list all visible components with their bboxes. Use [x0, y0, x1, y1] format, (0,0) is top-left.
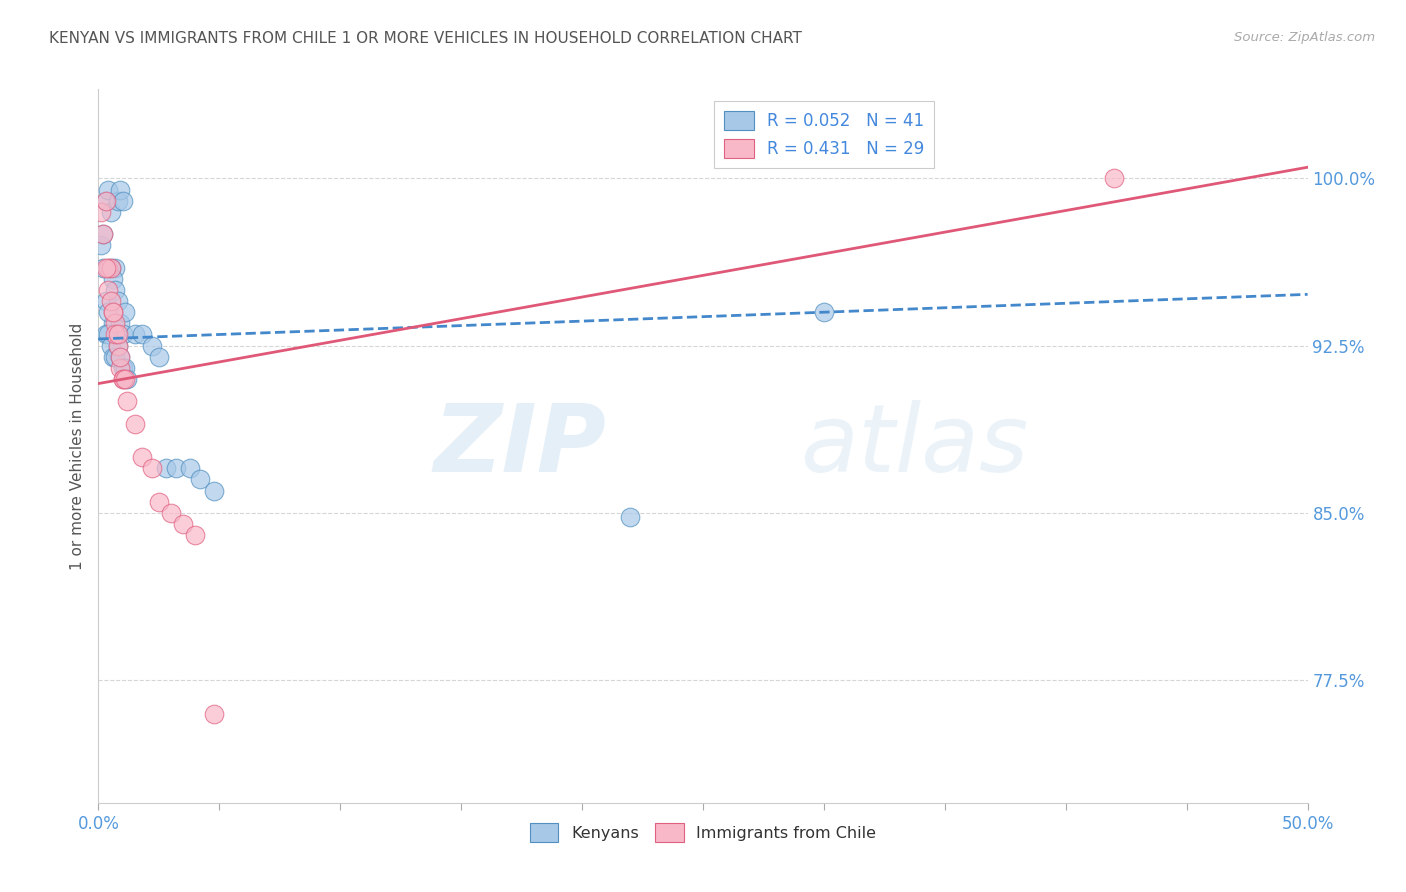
- Point: [97, 305, 120, 319]
- Point: [131, 450, 153, 464]
- Point: [104, 350, 127, 364]
- Point: [94, 293, 117, 308]
- Point: [101, 316, 124, 330]
- Point: [172, 516, 194, 531]
- Point: [97, 260, 120, 275]
- Point: [104, 283, 127, 297]
- Text: atlas: atlas: [800, 401, 1028, 491]
- Point: [117, 394, 139, 409]
- Point: [141, 461, 163, 475]
- Point: [1102, 171, 1125, 186]
- Point: [100, 293, 122, 308]
- Point: [111, 194, 134, 208]
- Point: [104, 260, 127, 275]
- Point: [91, 227, 114, 241]
- Point: [90, 238, 112, 252]
- Point: [107, 338, 129, 352]
- Point: [91, 260, 114, 275]
- Point: [108, 350, 131, 364]
- Point: [124, 417, 146, 431]
- Point: [111, 360, 134, 375]
- Point: [813, 305, 835, 319]
- Point: [141, 338, 163, 352]
- Point: [107, 194, 129, 208]
- Point: [179, 461, 201, 475]
- Point: [114, 360, 136, 375]
- Point: [97, 327, 120, 342]
- Point: [94, 194, 117, 208]
- Point: [114, 372, 136, 386]
- Point: [108, 182, 131, 196]
- Point: [94, 260, 117, 275]
- Point: [97, 182, 120, 196]
- Point: [114, 305, 136, 319]
- Point: [160, 506, 183, 520]
- Point: [188, 472, 211, 486]
- Point: [108, 316, 131, 330]
- Point: [100, 260, 122, 275]
- Point: [111, 372, 134, 386]
- Point: [100, 260, 122, 275]
- Point: [101, 271, 124, 285]
- Legend: Kenyans, Immigrants from Chile: Kenyans, Immigrants from Chile: [523, 817, 883, 848]
- Point: [117, 372, 139, 386]
- Point: [124, 327, 146, 342]
- Point: [101, 350, 124, 364]
- Point: [111, 327, 134, 342]
- Text: Source: ZipAtlas.com: Source: ZipAtlas.com: [1234, 31, 1375, 45]
- Point: [148, 494, 170, 508]
- Point: [100, 204, 122, 219]
- Point: [155, 461, 177, 475]
- Point: [107, 338, 129, 352]
- Point: [107, 293, 129, 308]
- Point: [204, 483, 226, 498]
- Text: KENYAN VS IMMIGRANTS FROM CHILE 1 OR MORE VEHICLES IN HOUSEHOLD CORRELATION CHAR: KENYAN VS IMMIGRANTS FROM CHILE 1 OR MOR…: [49, 31, 801, 46]
- Point: [90, 204, 112, 219]
- Point: [184, 528, 207, 542]
- Point: [148, 350, 170, 364]
- Y-axis label: 1 or more Vehicles in Household: 1 or more Vehicles in Household: [69, 322, 84, 570]
- Point: [101, 305, 124, 319]
- Point: [100, 338, 122, 352]
- Point: [111, 372, 134, 386]
- Point: [107, 327, 129, 342]
- Point: [108, 350, 131, 364]
- Point: [131, 327, 153, 342]
- Point: [94, 327, 117, 342]
- Point: [94, 194, 117, 208]
- Point: [101, 305, 124, 319]
- Point: [619, 510, 641, 524]
- Text: ZIP: ZIP: [433, 400, 606, 492]
- Point: [204, 706, 226, 721]
- Point: [104, 327, 127, 342]
- Point: [97, 283, 120, 297]
- Point: [165, 461, 187, 475]
- Point: [91, 227, 114, 241]
- Point: [104, 316, 127, 330]
- Point: [108, 360, 131, 375]
